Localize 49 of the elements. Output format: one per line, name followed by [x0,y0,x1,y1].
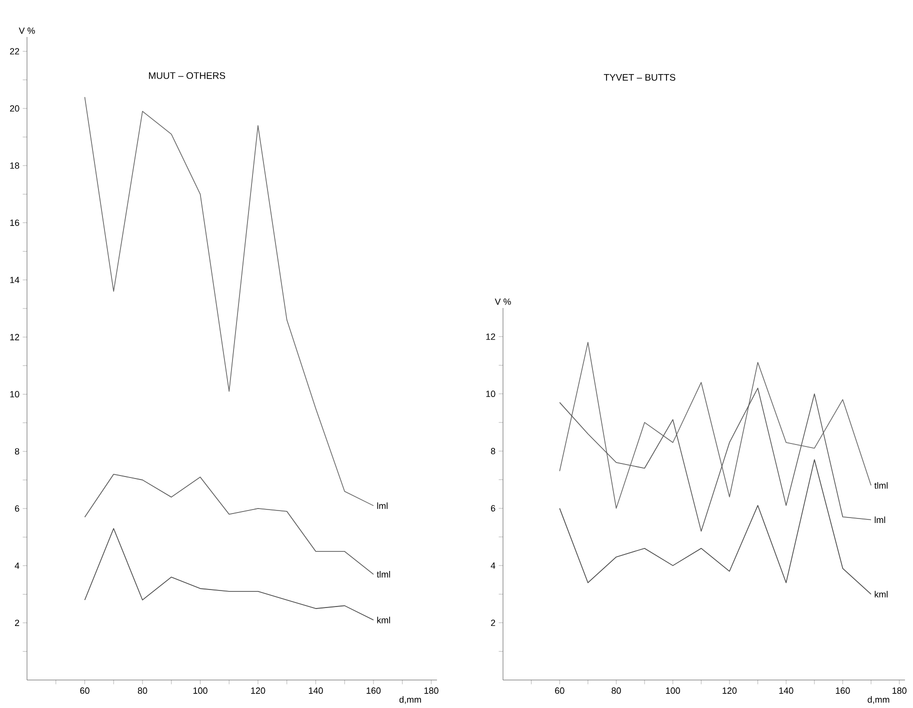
x-tick-label: 100 [193,687,208,694]
chart-title: TYVET – BUTTS [604,74,676,81]
series-label: lml [377,502,388,509]
x-tick-label: 80 [138,687,148,694]
y-tick-label: 10 [486,390,496,398]
y-tick-label: 4 [490,562,496,569]
y-tick-label: 6 [15,505,20,512]
x-axis-title: d,mm [399,696,421,704]
x-tick-label: 120 [722,687,737,694]
y-tick-label: 8 [14,448,20,455]
line-series [84,528,374,620]
x-tick-label: 160 [366,687,381,694]
x-tick-label: 120 [251,687,266,694]
x-tick-label: 160 [836,687,850,694]
y-axis-title: V % [494,298,511,305]
y-tick-label: 2 [491,620,496,626]
series-label: tlml [376,570,390,578]
text: MUUT – OTHERS [149,72,226,79]
y-tick-label: 22 [10,48,20,54]
x-axis-title: d,mm [868,696,890,704]
series-label: kml [377,616,390,624]
series-label: lml [874,516,886,523]
y-tick-label: 20 [10,105,20,112]
line-series [84,474,374,575]
line-series [559,342,872,509]
series-label: tlml [874,482,888,489]
x-tick-label: 180 [892,687,906,694]
y-tick-label: 4 [14,562,20,569]
line-series [84,96,374,506]
y-tick-label: 10 [10,391,20,398]
y-tick-label: 16 [10,220,20,226]
line-series [559,459,872,595]
y-tick-label: 2 [15,620,20,626]
x-tick-label: 100 [666,687,680,694]
x-tick-label: 60 [555,687,564,694]
x-tick-label: 60 [80,687,90,694]
y-tick-label: 12 [10,334,20,340]
line-series [559,388,872,532]
x-tick-label: 140 [308,687,323,694]
y-tick-label: 12 [486,333,496,340]
y-axis-title: V % [18,28,35,34]
y-tick-label: 8 [490,448,496,454]
y-tick-label: 14 [10,276,20,283]
x-tick-label: 140 [779,687,794,694]
x-tick-label: 180 [424,687,438,694]
series-label: kml [874,590,888,598]
y-tick-label: 18 [10,162,20,169]
x-tick-label: 80 [612,687,621,694]
y-tick-label: 6 [491,505,496,512]
